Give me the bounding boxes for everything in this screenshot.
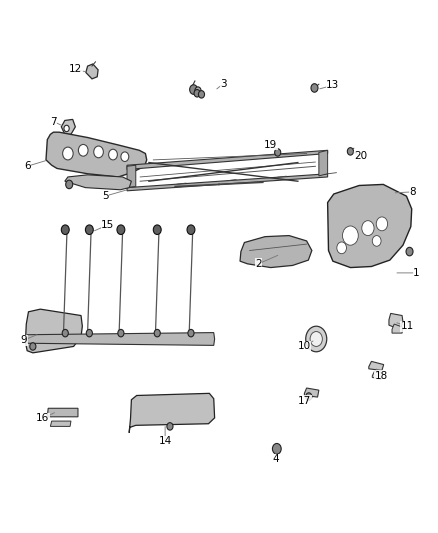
Polygon shape (369, 361, 384, 370)
Text: 2: 2 (255, 259, 262, 269)
Polygon shape (27, 333, 215, 345)
Circle shape (167, 423, 173, 430)
Circle shape (78, 144, 88, 156)
Text: 9: 9 (21, 335, 28, 345)
Polygon shape (25, 309, 82, 353)
Circle shape (337, 242, 346, 254)
Circle shape (64, 125, 69, 132)
Circle shape (117, 225, 125, 235)
Polygon shape (372, 370, 383, 379)
Circle shape (362, 221, 374, 236)
Polygon shape (47, 408, 78, 417)
Text: 6: 6 (24, 161, 31, 171)
Polygon shape (127, 150, 328, 169)
Polygon shape (46, 132, 147, 177)
Circle shape (272, 443, 281, 454)
Circle shape (66, 180, 73, 189)
Text: 16: 16 (36, 414, 49, 423)
Polygon shape (61, 119, 75, 134)
Circle shape (406, 247, 413, 256)
Text: 14: 14 (159, 437, 172, 446)
Circle shape (194, 90, 200, 97)
Circle shape (275, 149, 281, 156)
Circle shape (195, 87, 201, 94)
Circle shape (306, 326, 327, 352)
Circle shape (347, 148, 353, 155)
Circle shape (343, 226, 358, 245)
Circle shape (154, 329, 160, 337)
Text: 13: 13 (326, 80, 339, 90)
Circle shape (190, 85, 198, 94)
Circle shape (85, 225, 93, 235)
Circle shape (372, 236, 381, 246)
Text: 11: 11 (401, 321, 414, 331)
Text: 18: 18 (374, 371, 388, 381)
Circle shape (311, 84, 318, 92)
Text: 15: 15 (101, 220, 114, 230)
Circle shape (94, 146, 103, 158)
Circle shape (153, 225, 161, 235)
Polygon shape (129, 393, 215, 433)
Polygon shape (86, 64, 98, 79)
Polygon shape (304, 388, 319, 397)
Circle shape (61, 225, 69, 235)
Polygon shape (65, 175, 131, 190)
Text: 5: 5 (102, 191, 109, 201)
Circle shape (62, 329, 68, 337)
Polygon shape (127, 165, 136, 188)
Circle shape (86, 329, 92, 337)
Circle shape (118, 329, 124, 337)
Circle shape (187, 225, 195, 235)
Circle shape (63, 147, 73, 160)
Text: 19: 19 (264, 140, 277, 150)
Text: 4: 4 (272, 455, 279, 464)
Circle shape (306, 393, 312, 400)
Polygon shape (127, 174, 328, 191)
Text: 8: 8 (409, 187, 416, 197)
Circle shape (30, 343, 36, 350)
Circle shape (198, 91, 205, 98)
Text: 1: 1 (413, 268, 420, 278)
Polygon shape (240, 236, 312, 268)
Text: 10: 10 (298, 342, 311, 351)
Circle shape (188, 329, 194, 337)
Polygon shape (319, 150, 328, 176)
Text: 7: 7 (50, 117, 57, 126)
Text: 3: 3 (220, 79, 227, 88)
Polygon shape (328, 184, 412, 268)
Polygon shape (389, 313, 403, 329)
Circle shape (376, 217, 388, 231)
Polygon shape (50, 421, 71, 426)
Circle shape (109, 149, 117, 160)
Text: 12: 12 (69, 64, 82, 74)
Polygon shape (392, 324, 403, 333)
Circle shape (310, 332, 322, 346)
Circle shape (121, 152, 129, 161)
Text: 20: 20 (354, 151, 367, 161)
Text: 17: 17 (298, 396, 311, 406)
